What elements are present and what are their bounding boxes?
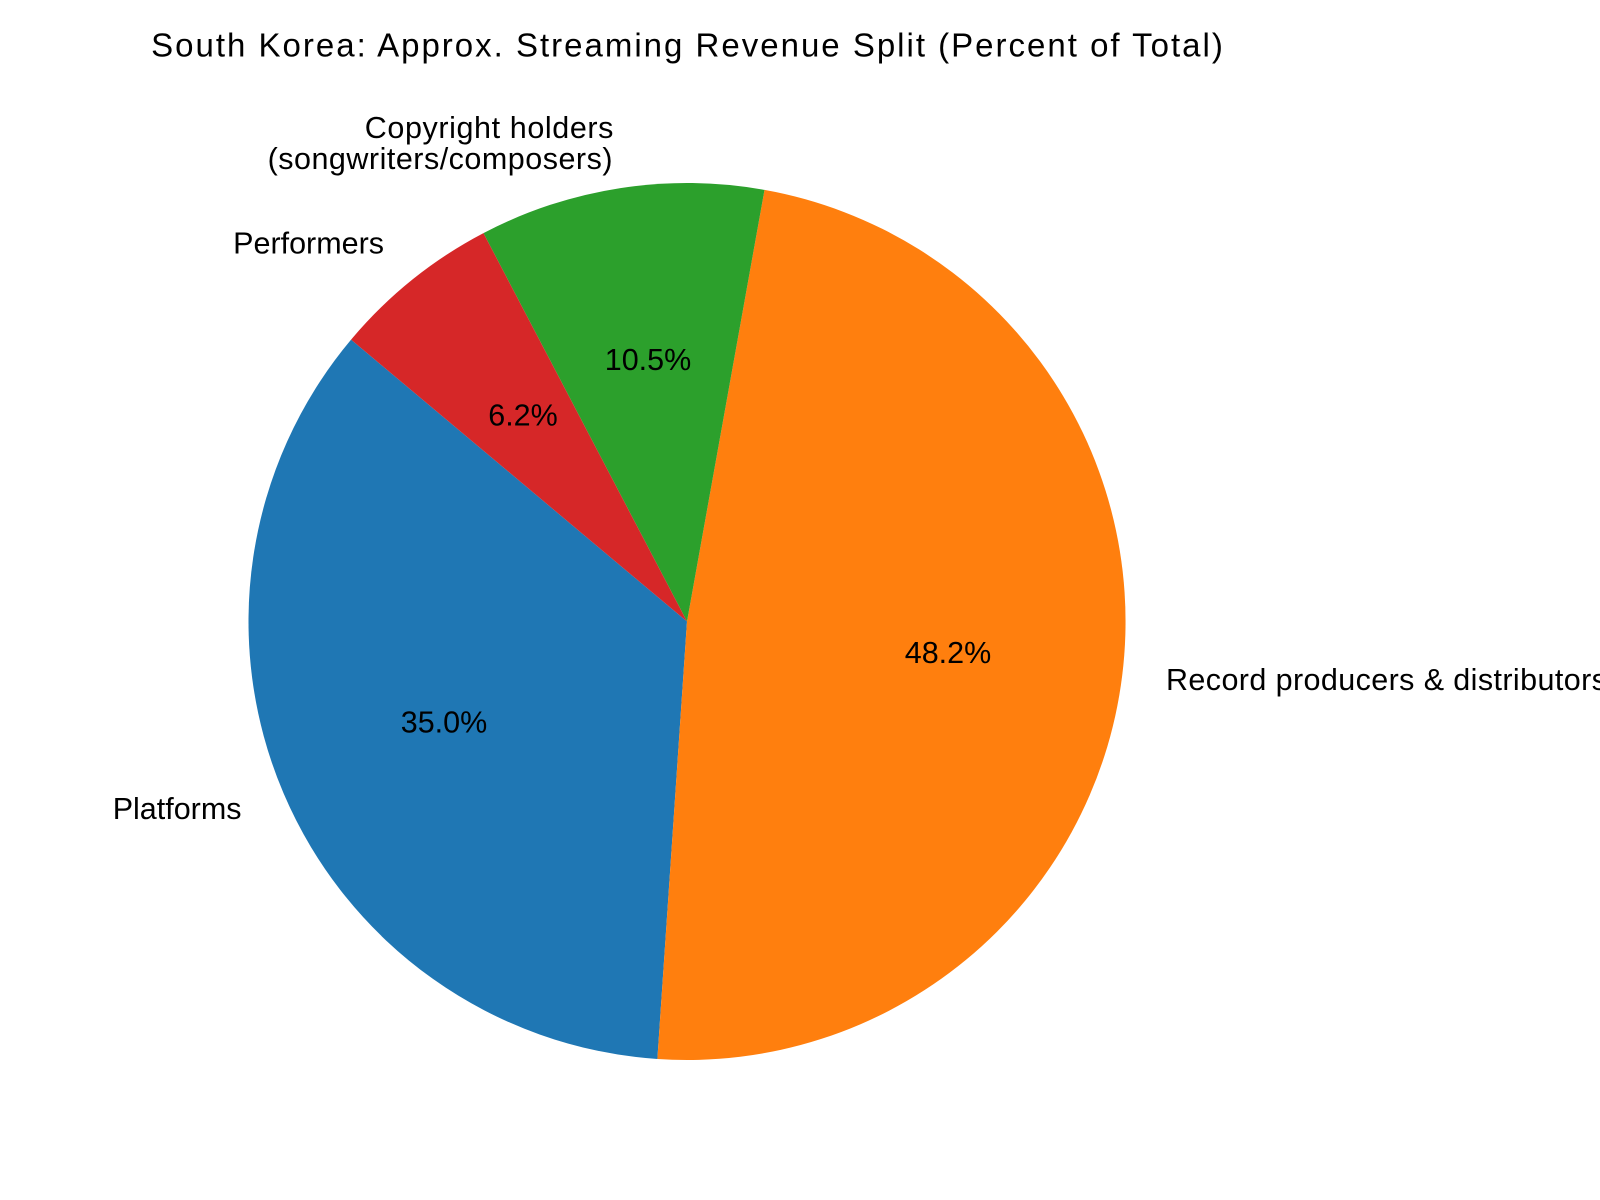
svg-text:6.2%: 6.2% [488, 398, 558, 432]
svg-text:35.0%: 35.0% [401, 706, 487, 740]
svg-text:Performers: Performers [233, 227, 384, 261]
svg-text:Copyright holders: Copyright holders [365, 111, 614, 145]
svg-text:Platforms: Platforms [113, 792, 242, 826]
svg-text:(songwriters/composers): (songwriters/composers) [268, 142, 613, 176]
svg-text:10.5%: 10.5% [605, 343, 691, 377]
svg-text:Record producers & distributor: Record producers & distributors [1166, 663, 1600, 697]
svg-text:48.2%: 48.2% [905, 636, 991, 670]
svg-text:South Korea: Approx. Streaming: South Korea: Approx. Streaming Revenue S… [151, 26, 1225, 63]
